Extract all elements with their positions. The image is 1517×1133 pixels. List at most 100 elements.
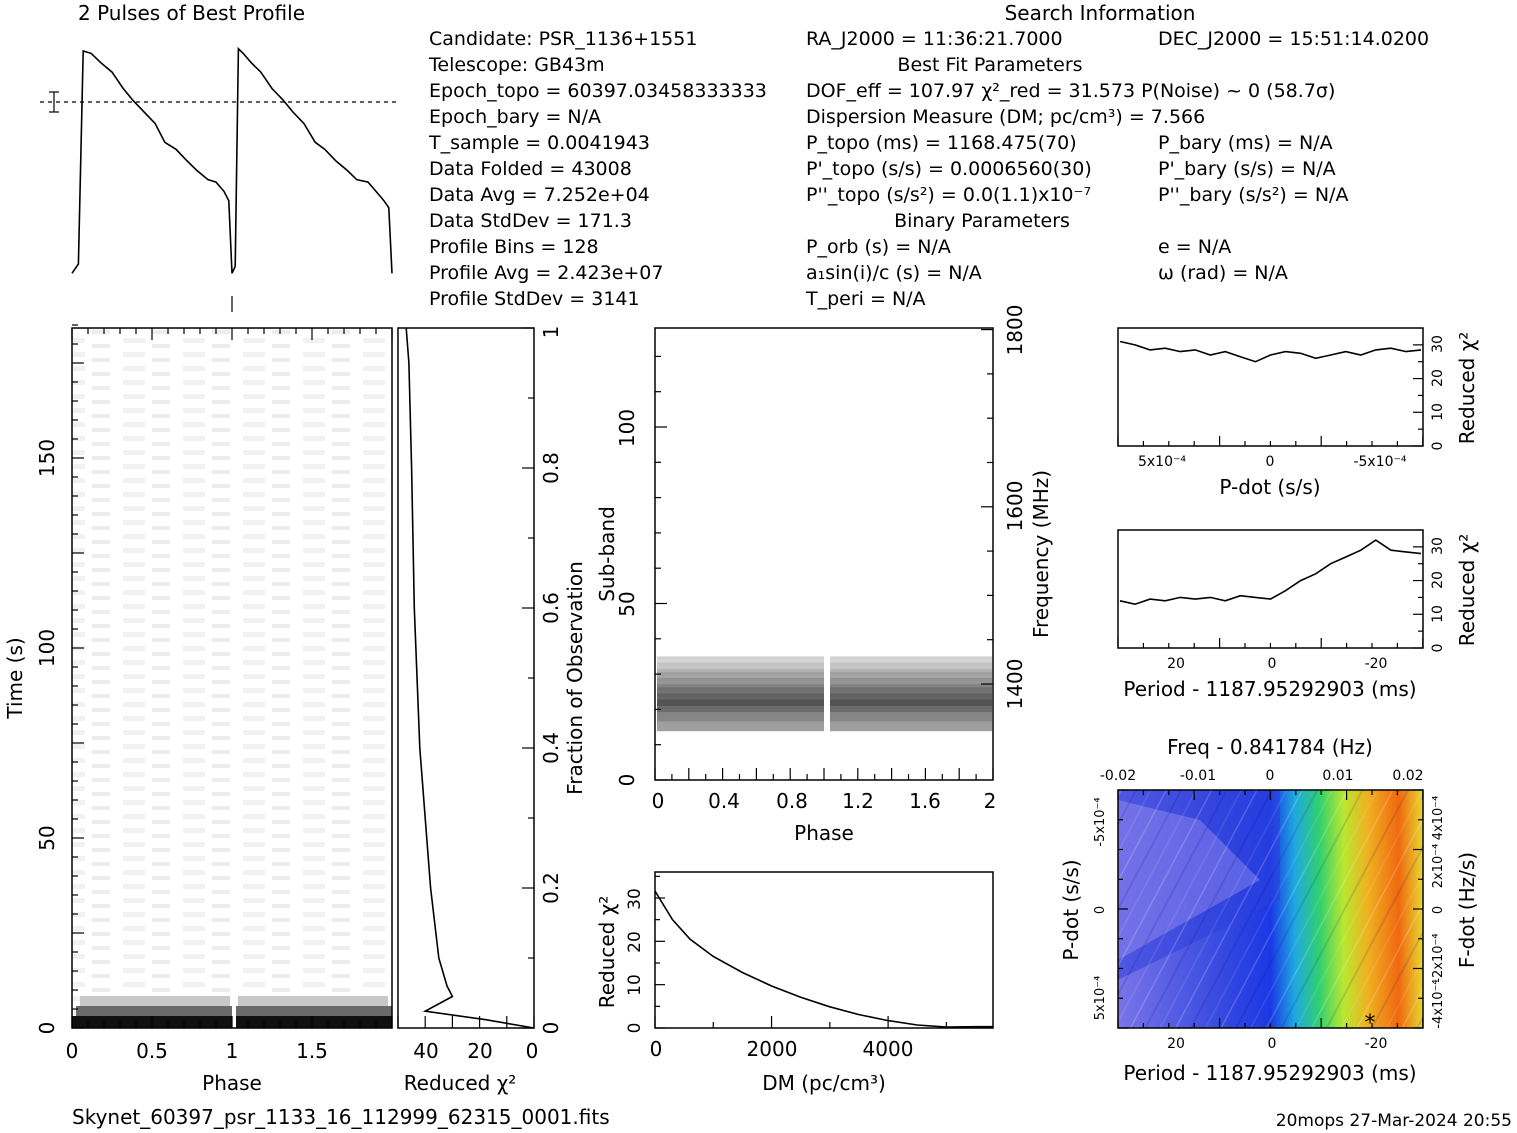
subband-phase-tick: 1.6	[909, 789, 941, 813]
time-phase-band	[80, 996, 230, 1006]
subband-row	[657, 681, 824, 685]
chi2-dm-frame	[654, 871, 994, 1029]
chi2-pdot-ylabel: Reduced χ²	[1455, 332, 1479, 445]
fraction-tick-label: 0.8	[539, 452, 563, 484]
time-phase-band	[236, 1006, 392, 1016]
chi2-dm-xlabel: DM (pc/cm³)	[762, 1071, 886, 1095]
subband-row	[657, 668, 824, 673]
phase-tick-label: 1	[226, 1039, 239, 1063]
eccentricity: e = N/A	[1158, 236, 1232, 258]
fraction-tick-label: 0	[539, 1022, 563, 1035]
subband-row	[830, 727, 992, 732]
subband-row	[657, 705, 824, 710]
time-phase-panel: 0 0.5 1 1.5 Phase 0 50 100 150 Time (s)	[3, 324, 393, 1095]
subband-panel: 0 0.4 0.8 1.2 1.6 2 Phase 0 50 100 Sub-b…	[595, 305, 1053, 845]
subband-tick: 0	[615, 774, 639, 787]
dm-tick-label: 2000	[747, 1037, 798, 1061]
chi2-dm-panel: 0 2000 4000 DM (pc/cm³) 0 10 20 30 Reduc…	[595, 871, 994, 1095]
subband-ticks	[654, 329, 994, 781]
chi2-dm-ytick: 10	[625, 974, 645, 996]
subband-row	[830, 715, 992, 719]
chi2-time-ticks	[397, 327, 535, 1029]
plane-ticks	[1117, 789, 1424, 1029]
p-topo: P_topo (ms) = 1168.475(70)	[806, 132, 1077, 154]
chi2-time-frame	[397, 327, 535, 1029]
plane-fdot-tick: 2x10⁻⁴	[1431, 844, 1446, 889]
fraction-tick-label: 0.4	[539, 732, 563, 764]
plane-streaks	[1118, 790, 1423, 1028]
info-row: Data Folded = 43008	[429, 158, 632, 180]
subband-row	[657, 665, 824, 670]
subband-row	[830, 684, 992, 688]
time-phase-ylabel: Time (s)	[3, 637, 27, 719]
period-tick-label: 0	[1268, 656, 1277, 672]
subband-row	[830, 671, 992, 676]
subband-row	[657, 696, 824, 701]
a1-sini: a₁sin(i)/c (s) = N/A	[806, 262, 982, 284]
subband-row	[830, 718, 992, 722]
subband-row	[657, 693, 824, 698]
freq-tick-label: 0.01	[1322, 768, 1353, 784]
chi2-period-ytick: 0	[1430, 644, 1446, 653]
pdot-period-plane: Freq - 0.841784 (Hz) * -0.02 -0.01 0 0.0…	[1059, 735, 1479, 1085]
p-orb: P_orb (s) = N/A	[806, 236, 951, 258]
dec-value: DEC_J2000 = 15:51:14.0200	[1158, 28, 1430, 50]
subband-row	[657, 656, 824, 661]
chi2-tick-label: 40	[413, 1039, 438, 1063]
subband-phase-tick: 0.4	[708, 789, 740, 813]
subband-row	[657, 727, 824, 732]
plane-fdot-tick: -4x10⁻⁴	[1431, 979, 1446, 1028]
subband-phase-tick: 0	[652, 789, 665, 813]
chi2-dm-ytick: 30	[625, 888, 645, 910]
pdot-tick-label: 0	[1266, 454, 1275, 470]
freq-tick-label: 0.02	[1392, 768, 1423, 784]
time-tick-label: 100	[35, 629, 59, 667]
chi2-period-ytick: 20	[1430, 571, 1446, 589]
frequency-ylabel: Frequency (MHz)	[1029, 470, 1053, 638]
time-phase-band	[236, 1016, 392, 1028]
chi2-time-xlabel: Reduced χ²	[404, 1071, 517, 1095]
subband-row	[657, 671, 824, 676]
info-row: Profile Avg = 2.423e+07	[429, 262, 664, 284]
info-row: Candidate: PSR_1136+1551	[429, 28, 698, 50]
dof-line: DOF_eff = 107.97 χ²_red = 31.573 P(Noise…	[806, 80, 1336, 102]
chi2-pdot-panel: 5x10⁻⁴ 0 -5x10⁻⁴ P-dot (s/s) 0 10 20 30 …	[1117, 327, 1479, 499]
subband-row	[657, 678, 824, 682]
chi2-dm-ytick: 20	[625, 931, 645, 953]
subband-band	[657, 656, 992, 732]
profile-title: 2 Pulses of Best Profile	[78, 1, 305, 25]
p-bary: P_bary (ms) = N/A	[1158, 132, 1333, 154]
info-row: Data Avg = 7.252e+04	[429, 184, 650, 206]
phase-tick-label: 0	[66, 1039, 79, 1063]
pdd-topo: P''_topo (s/s²) = 0.0(1.1)x10⁻⁷	[806, 184, 1092, 206]
subband-row	[657, 659, 824, 664]
subband-row	[830, 656, 992, 661]
time-phase-band	[76, 1006, 232, 1016]
subband-row	[830, 681, 992, 685]
subband-row	[657, 712, 824, 716]
binary-title: Binary Parameters	[894, 210, 1070, 232]
pdot-tick-label: -5x10⁻⁴	[1353, 454, 1406, 470]
plane-period-tick: -20	[1365, 1036, 1388, 1052]
chi2-pdot-ytick: 30	[1430, 335, 1446, 353]
t-peri: T_peri = N/A	[806, 288, 926, 310]
subband-row	[657, 674, 824, 679]
chi2-period-ylabel: Reduced χ²	[1455, 534, 1479, 647]
subband-row	[830, 724, 992, 729]
subband-row	[657, 721, 824, 725]
chi2-period-line	[1119, 539, 1422, 606]
chi2-dm-ylabel: Reduced χ²	[595, 896, 619, 1009]
time-phase-xlabel: Phase	[202, 1071, 262, 1095]
chi2-pdot-ytick: 0	[1430, 442, 1446, 451]
chi2-time-panel: 40 20 0 Reduced χ² 0 0.2 0.4 0.6 0.8 1 F…	[397, 326, 587, 1095]
plane-period-tick: 20	[1167, 1036, 1185, 1052]
plane-ylabel: P-dot (s/s)	[1059, 859, 1083, 960]
time-phase-band	[238, 996, 388, 1006]
plane-y2label: F-dot (Hz/s)	[1455, 852, 1479, 968]
chi2-pdot-xlabel: P-dot (s/s)	[1219, 475, 1320, 499]
subband-row	[830, 662, 992, 667]
subband-tick: 100	[615, 409, 639, 447]
subband-row	[657, 702, 824, 707]
pdd-bary: P''_bary (s/s²) = N/A	[1158, 184, 1349, 206]
